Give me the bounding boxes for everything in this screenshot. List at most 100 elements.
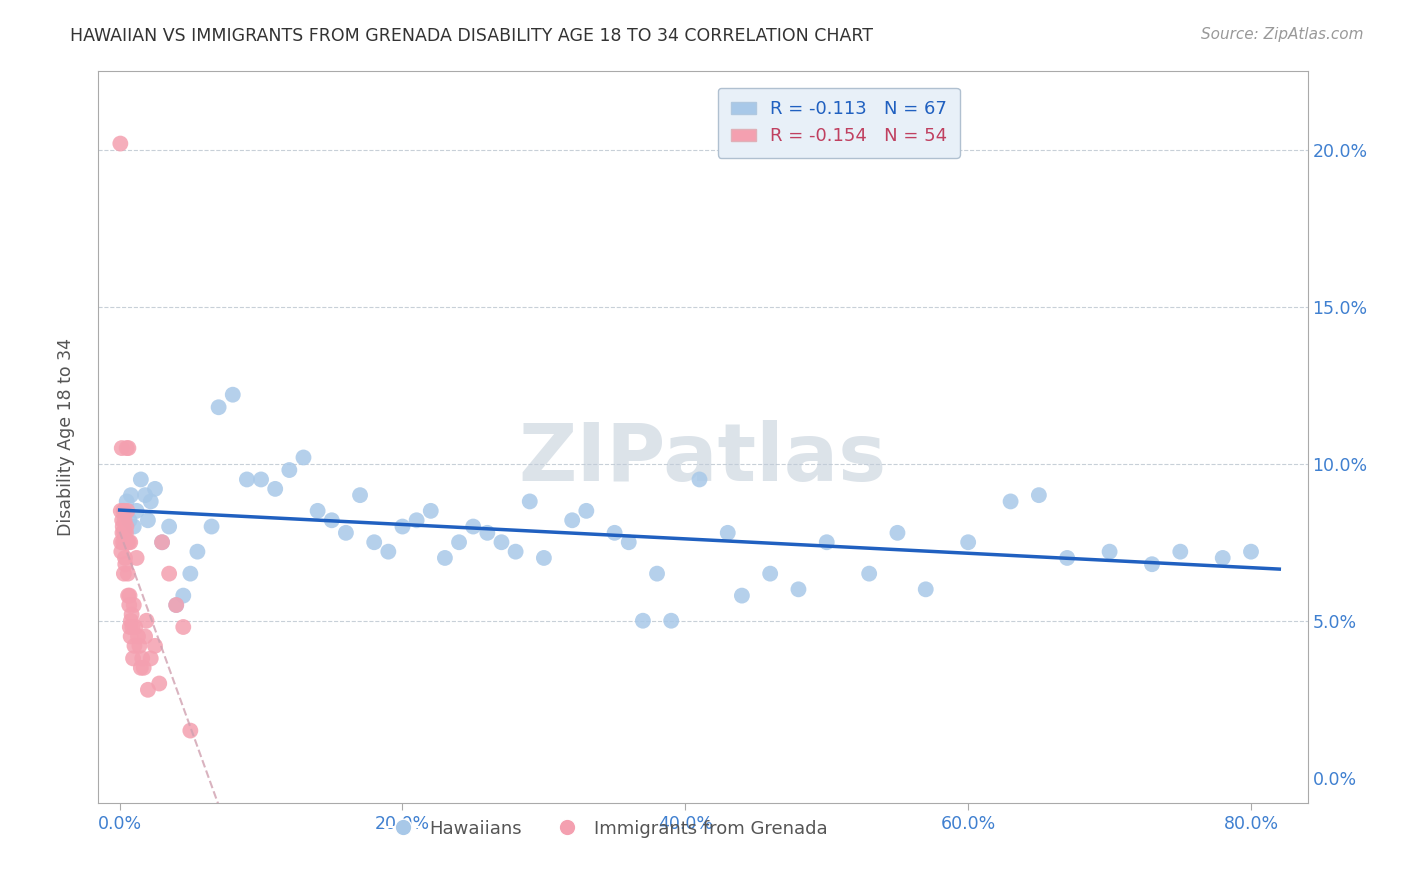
Point <box>165 598 187 612</box>
Point <box>179 723 201 738</box>
Point <box>349 488 371 502</box>
Point <box>165 598 187 612</box>
Point <box>110 504 132 518</box>
Point <box>136 513 159 527</box>
Text: ZIPatlas: ZIPatlas <box>519 420 887 498</box>
Point <box>617 535 640 549</box>
Point <box>157 519 180 533</box>
Point <box>120 535 142 549</box>
Text: HAWAIIAN VS IMMIGRANTS FROM GRENADA DISABILITY AGE 18 TO 34 CORRELATION CHART: HAWAIIAN VS IMMIGRANTS FROM GRENADA DISA… <box>70 27 873 45</box>
Point <box>519 494 541 508</box>
Point <box>505 544 527 558</box>
Point <box>121 607 143 622</box>
Point <box>111 441 134 455</box>
Point <box>112 535 135 549</box>
Point <box>110 136 132 151</box>
Point <box>111 519 134 533</box>
Point <box>117 441 139 455</box>
Point <box>292 450 315 465</box>
Point <box>858 566 880 581</box>
Point <box>122 598 145 612</box>
Point <box>815 535 838 549</box>
Point <box>139 494 162 508</box>
Point <box>250 473 273 487</box>
Point <box>127 629 149 643</box>
Point <box>717 525 740 540</box>
Point <box>1212 550 1234 565</box>
Point <box>533 550 555 565</box>
Point <box>264 482 287 496</box>
Point <box>731 589 754 603</box>
Point <box>1240 544 1263 558</box>
Point <box>278 463 301 477</box>
Point <box>307 504 329 518</box>
Point <box>129 473 152 487</box>
Point <box>631 614 654 628</box>
Point <box>1098 544 1121 558</box>
Point <box>179 566 201 581</box>
Point <box>150 535 173 549</box>
Point <box>114 513 136 527</box>
Point <box>120 629 142 643</box>
Point <box>117 566 139 581</box>
Point <box>139 651 162 665</box>
Point <box>172 620 194 634</box>
Point <box>477 525 499 540</box>
Point <box>447 535 470 549</box>
Point <box>117 504 139 518</box>
Point <box>957 535 980 549</box>
Point <box>172 589 194 603</box>
Point <box>118 535 141 549</box>
Point <box>118 598 141 612</box>
Point <box>125 504 148 518</box>
Point <box>110 535 132 549</box>
Point <box>405 513 427 527</box>
Point <box>236 473 259 487</box>
Point <box>463 519 485 533</box>
Point <box>787 582 810 597</box>
Point <box>115 535 138 549</box>
Point <box>1140 558 1163 572</box>
Point <box>200 519 222 533</box>
Point <box>659 614 682 628</box>
Point <box>1056 550 1078 565</box>
Point <box>121 620 143 634</box>
Point <box>118 620 141 634</box>
Point <box>132 661 155 675</box>
Point <box>111 525 134 540</box>
Point <box>222 387 245 401</box>
Point <box>150 535 173 549</box>
Point <box>148 676 170 690</box>
Point <box>124 620 146 634</box>
Point <box>125 550 148 565</box>
Point <box>122 519 145 533</box>
Point <box>914 582 936 597</box>
Legend: Hawaiians, Immigrants from Grenada: Hawaiians, Immigrants from Grenada <box>377 813 835 845</box>
Point <box>118 513 141 527</box>
Point <box>115 441 138 455</box>
Point <box>433 550 456 565</box>
Point <box>1000 494 1022 508</box>
Point <box>112 504 135 518</box>
Point <box>134 629 156 643</box>
Point <box>117 589 139 603</box>
Point <box>645 566 668 581</box>
Point <box>491 535 513 549</box>
Point <box>112 525 135 540</box>
Text: Source: ZipAtlas.com: Source: ZipAtlas.com <box>1201 27 1364 42</box>
Point <box>759 566 782 581</box>
Point <box>111 513 134 527</box>
Point <box>335 525 357 540</box>
Point <box>131 651 153 665</box>
Point <box>114 535 136 549</box>
Point <box>129 661 152 675</box>
Point <box>114 558 136 572</box>
Point <box>134 488 156 502</box>
Point <box>114 550 136 565</box>
Point <box>115 525 138 540</box>
Point <box>112 504 135 518</box>
Point <box>688 473 710 487</box>
Point <box>120 488 142 502</box>
Point <box>157 566 180 581</box>
Point <box>120 614 142 628</box>
